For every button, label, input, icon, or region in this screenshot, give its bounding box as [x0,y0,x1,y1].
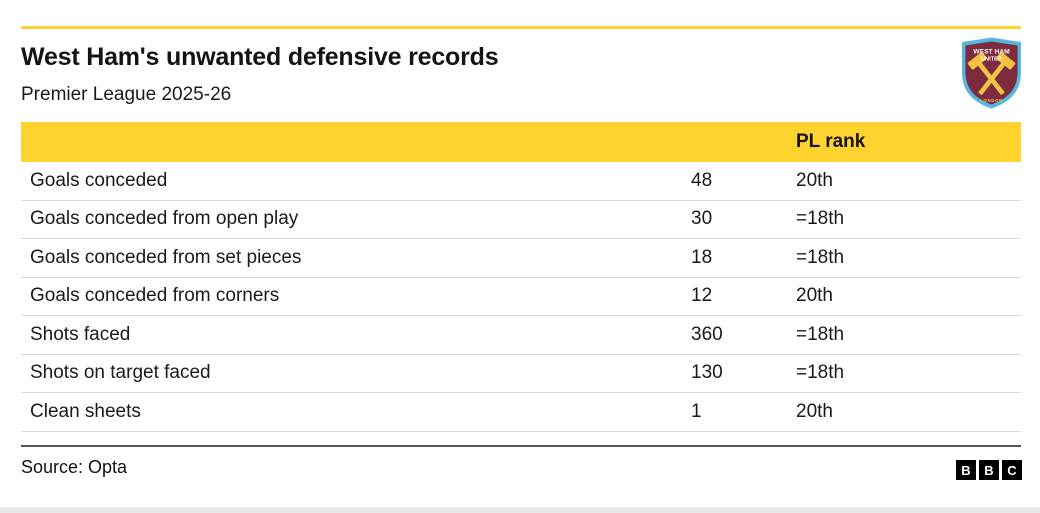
footer-rule [21,445,1021,447]
table-row: Goals conceded from open play 30 =18th [21,201,1021,239]
table-header-row: PL rank [21,122,1021,162]
table-row: Shots faced 360 =18th [21,316,1021,355]
metric-value: 130 [691,362,723,384]
accent-top-rule [21,26,1021,29]
metric-value: 48 [691,169,713,191]
metric-label: Goals conceded from set pieces [30,246,302,268]
badge-text-westham: WEST HAM [973,49,1010,56]
metric-label: Goals conceded from open play [30,208,299,230]
bottom-strip [0,507,1040,513]
source-credit: Source: Opta [21,457,128,477]
metric-rank: 20th [796,285,833,307]
stats-table: PL rank Goals conceded 48 20th Goals con… [21,122,1021,432]
metric-rank: =18th [796,246,845,268]
table-row: Goals conceded from set pieces 18 =18th [21,239,1021,278]
metric-label: Goals conceded from corners [30,285,280,307]
header-rank-cell: PL rank [796,131,866,152]
metric-label: Shots faced [30,323,131,345]
metric-rank: 20th [796,400,833,422]
metric-rank: =18th [796,323,845,345]
metric-label: Goals conceded [30,169,168,191]
bbc-logo-letter: B [979,460,999,480]
table-row: Goals conceded 48 20th [21,162,1021,201]
table-row: Goals conceded from corners 12 20th [21,278,1021,316]
metric-value: 360 [691,323,723,345]
metric-value: 18 [691,246,713,268]
metric-value: 1 [691,400,702,422]
badge-text-united: UNITED [981,56,1002,62]
table-row: Shots on target faced 130 =18th [21,355,1021,393]
page-title: West Ham's unwanted defensive records [21,43,499,71]
bbc-logo-letter: C [1002,460,1022,480]
bbc-logo-icon: B B C [956,460,1022,480]
bbc-logo-letter: B [956,460,976,480]
metric-label: Clean sheets [30,400,141,422]
metric-value: 30 [691,208,713,230]
page-subtitle: Premier League 2025-26 [21,84,232,105]
table-row: Clean sheets 1 20th [21,393,1021,432]
metric-rank: 20th [796,169,833,191]
metric-rank: =18th [796,362,845,384]
badge-text-london: LONDON [980,98,1003,103]
table-body: Goals conceded 48 20th Goals conceded fr… [21,162,1021,432]
west-ham-crest-icon: WEST HAM UNITED LONDON [962,37,1021,109]
metric-value: 12 [691,285,713,307]
metric-label: Shots on target faced [30,362,211,384]
metric-rank: =18th [796,208,845,230]
